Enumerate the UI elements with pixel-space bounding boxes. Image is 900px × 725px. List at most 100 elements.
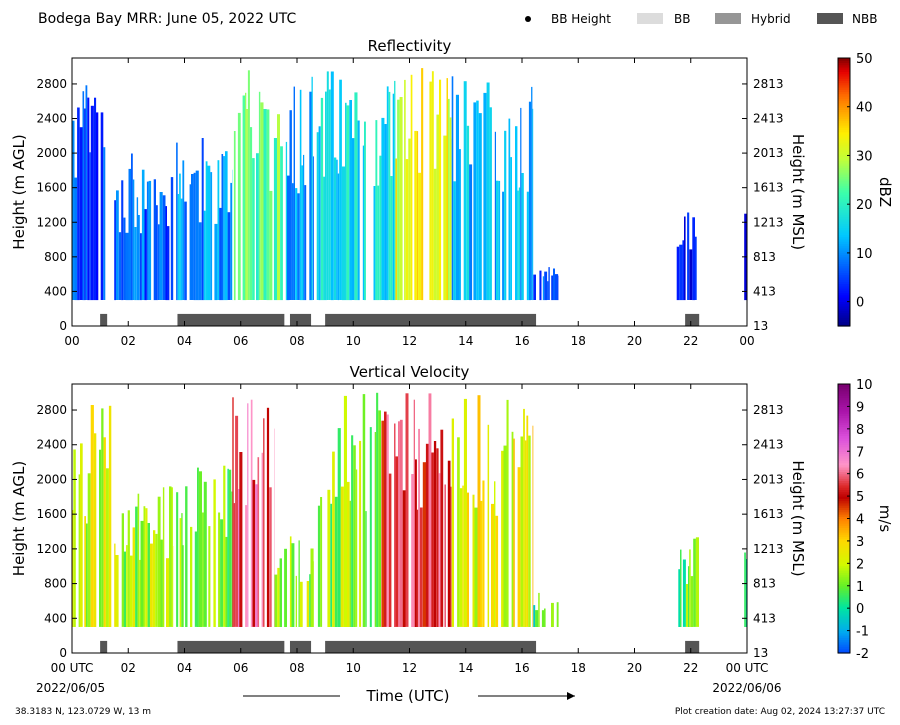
colorbar-segment [838,632,850,636]
echo-column [362,394,366,627]
colorbar-segment [838,58,850,61]
colorbar-segment [838,646,850,650]
colorbar-segment [838,194,850,198]
colorbar-segment [838,543,850,546]
echo-column [203,481,207,627]
echo-column [159,192,163,300]
echo-column [223,465,226,627]
nbb-bar [289,640,312,653]
colorbar-tick-label: 2 [856,557,864,572]
echo-column [299,581,303,627]
echo-column [228,469,232,627]
colorbar-segment [838,527,850,531]
colorbar-segment [838,433,850,437]
colorbar-segment [838,489,850,493]
end-date: 2022/06/06 [712,681,781,695]
colorbar-segment [838,545,850,549]
echo-column [526,191,529,301]
colorbar-segment [838,209,850,213]
y2-tick-label: 813 [753,250,776,264]
echo-column [306,581,310,627]
colorbar-segment [838,192,850,195]
colorbar-tick-label: 1 [856,580,864,595]
echo-column [169,486,172,627]
echo-column [205,161,208,301]
colorbar-segment [838,62,850,66]
colorbar-segment [838,118,850,122]
echo-column [682,559,686,627]
echo-column [378,410,381,627]
colorbar-segment [838,469,850,473]
colorbar-tick-label: 40 [856,101,873,116]
echo-column [179,518,182,627]
echo-column [364,121,366,301]
echo-column [311,76,313,301]
y2-tick-label: 2013 [753,472,784,486]
x-tick-label: 00 UTC [51,661,94,675]
y2-tick-label: 1613 [753,507,784,521]
echo-column [518,187,521,300]
colorbar-segment [838,261,850,265]
echo-column [182,545,184,627]
x-tick-label: 06 [233,661,248,675]
echo-column [121,513,124,627]
echo-column [417,509,419,627]
echo-column [495,515,499,627]
echo-column [429,81,432,300]
x-tick-label: 04 [177,334,192,348]
echo-column [82,91,85,301]
colorbar-segment [838,131,850,135]
echo-column [687,212,690,300]
echo-column [394,80,396,301]
echo-column [404,79,406,301]
echo-column [249,127,253,300]
echo-column [392,93,395,301]
y-tick-label: 2000 [36,146,67,160]
colorbar-segment [838,561,850,564]
colorbar-segment [838,493,850,497]
nbb-bar [100,640,108,653]
echo-column [520,436,524,627]
colorbar-segment [838,167,850,171]
echo-column [433,168,437,300]
echo-column [114,200,116,301]
echo-column [349,500,351,627]
x-tick-label: 08 [289,334,304,348]
echo-column [289,110,292,300]
echo-column [678,569,680,627]
echo-column [340,486,344,627]
echo-column [303,154,305,301]
colorbar-segment [838,301,850,305]
nbb-bar [100,313,108,326]
echo-column [489,107,492,301]
colorbar-segment [838,500,850,504]
x-tick-label: 18 [571,661,586,675]
colorbar-segment [838,384,850,387]
colorbar-segment [838,567,850,571]
creation-date: Plot creation date: Aug 02, 2024 13:27:3… [675,707,885,717]
echo-column [284,548,287,627]
echo-column [131,153,133,301]
echo-column [415,459,417,627]
echo-column [153,179,156,301]
nbb-bar [325,640,537,653]
colorbar-tick-label: 50 [856,52,873,67]
colorbar-segment [838,635,850,638]
echo-column [547,281,549,300]
colorbar-segment [838,491,850,495]
echo-column [535,610,539,627]
colorbar-segment [838,279,850,282]
echo-column [506,399,509,627]
colorbar-segment [838,290,850,294]
x-tick-label: 14 [458,334,473,348]
colorbar-segment [838,426,850,430]
echo-column [405,393,409,627]
echo-column [297,193,300,300]
colorbar-segment [838,274,850,278]
echo-column [287,175,290,301]
colorbar-segment [838,156,850,160]
echo-column [467,492,469,627]
echo-column [447,460,451,627]
echo-column [384,411,387,627]
colorbar-segment [838,437,850,441]
